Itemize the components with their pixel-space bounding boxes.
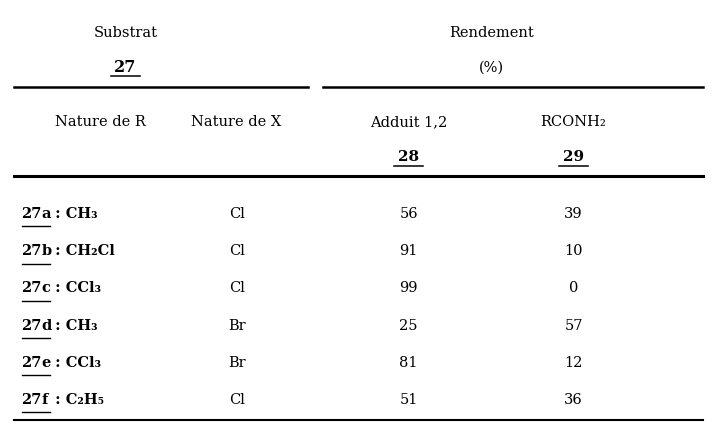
Text: : CH₃: : CH₃ — [50, 319, 98, 333]
Text: Nature de R: Nature de R — [55, 115, 146, 129]
Text: Rendement: Rendement — [449, 26, 533, 40]
Text: f: f — [42, 393, 48, 407]
Text: 56: 56 — [399, 207, 418, 221]
Text: 91: 91 — [399, 244, 418, 258]
Text: 51: 51 — [399, 393, 418, 407]
Text: Cl: Cl — [229, 207, 244, 221]
Text: 0: 0 — [569, 281, 579, 295]
Text: Cl: Cl — [229, 281, 244, 295]
Text: Adduit 1,2: Adduit 1,2 — [370, 115, 447, 129]
Text: 27: 27 — [22, 393, 42, 407]
Text: (%): (%) — [478, 61, 504, 75]
Text: Nature de X: Nature de X — [191, 115, 282, 129]
Text: : CH₃: : CH₃ — [50, 207, 98, 221]
Text: Br: Br — [228, 319, 245, 333]
Text: 27: 27 — [22, 281, 42, 295]
Text: : CCl₃: : CCl₃ — [50, 356, 101, 370]
Text: a: a — [42, 207, 51, 221]
Text: 36: 36 — [564, 393, 583, 407]
Text: : CCl₃: : CCl₃ — [50, 281, 101, 295]
Text: c: c — [42, 281, 50, 295]
Text: 27: 27 — [22, 244, 42, 258]
Text: 81: 81 — [399, 356, 418, 370]
Text: 29: 29 — [563, 150, 584, 164]
Text: 10: 10 — [564, 244, 583, 258]
Text: 39: 39 — [564, 207, 583, 221]
Text: : CH₂Cl: : CH₂Cl — [50, 244, 115, 258]
Text: Substrat: Substrat — [93, 26, 158, 40]
Text: 12: 12 — [564, 356, 583, 370]
Text: 28: 28 — [398, 150, 419, 164]
Text: 25: 25 — [399, 319, 418, 333]
Text: 27: 27 — [114, 59, 137, 76]
Text: e: e — [42, 356, 51, 370]
Text: d: d — [42, 319, 52, 333]
Text: Br: Br — [228, 356, 245, 370]
Text: b: b — [42, 244, 52, 258]
Text: 99: 99 — [399, 281, 418, 295]
Text: 57: 57 — [564, 319, 583, 333]
Text: 27: 27 — [22, 356, 42, 370]
Text: RCONH₂: RCONH₂ — [541, 115, 607, 129]
Text: Cl: Cl — [229, 244, 244, 258]
Text: Cl: Cl — [229, 393, 244, 407]
Text: 27: 27 — [22, 319, 42, 333]
Text: : C₂H₅: : C₂H₅ — [50, 393, 104, 407]
Text: 27: 27 — [22, 207, 42, 221]
